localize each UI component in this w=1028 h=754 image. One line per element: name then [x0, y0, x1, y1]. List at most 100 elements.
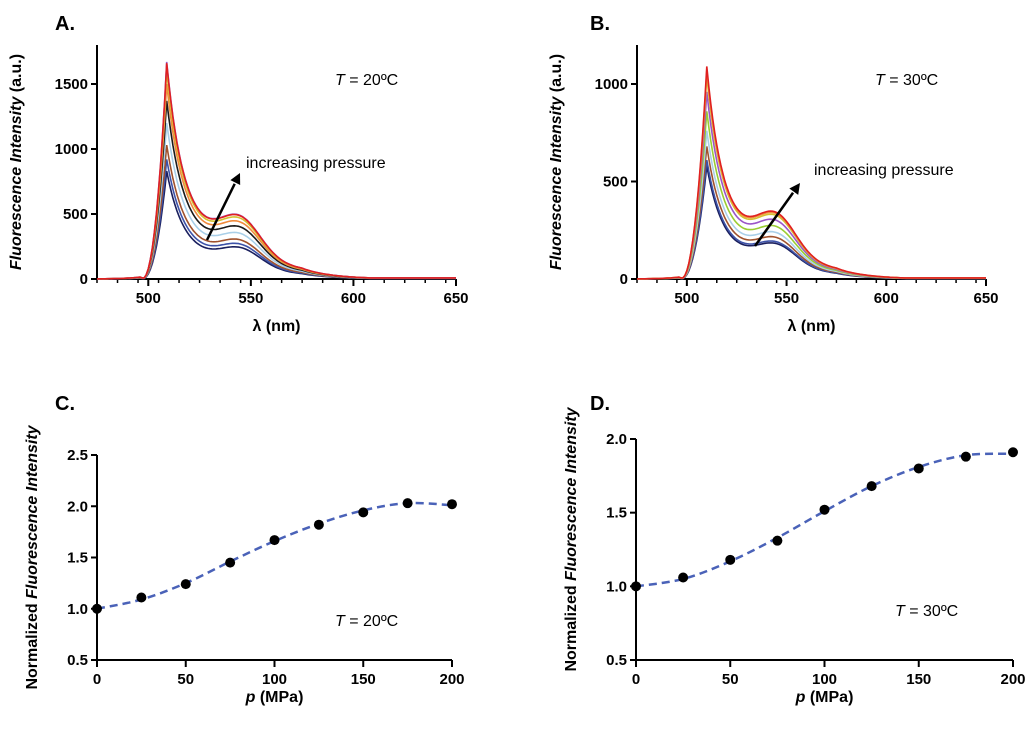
data-point	[772, 535, 783, 546]
x-tick-label: 500	[136, 290, 161, 307]
x-tick-label: 100	[262, 671, 287, 688]
y-tick-label: 0.5	[67, 652, 88, 669]
y-tick-label: 1.0	[67, 601, 88, 618]
label-part: Fluorescence Intensity	[548, 96, 565, 270]
y-axis-title: Normalized Fluorescence Intensity	[563, 406, 580, 671]
temperature-label: T = 20ºC	[335, 72, 398, 89]
label-part: p	[245, 689, 256, 706]
x-tick-label: 550	[774, 290, 799, 307]
temperature-label: T = 30ºC	[875, 72, 938, 89]
y-tick-label: 0	[80, 271, 88, 288]
series-line-5	[637, 111, 986, 280]
data-point	[960, 451, 971, 462]
x-axis-title: λ (nm)	[253, 318, 301, 335]
data-point	[631, 581, 641, 592]
arrow-head-icon	[230, 173, 241, 185]
label-part: Fluorescence Intensity	[8, 96, 25, 270]
x-tick-label: 0	[93, 671, 101, 688]
x-axis-title: p (MPa)	[245, 689, 304, 706]
x-tick-label: 500	[674, 290, 699, 307]
y-tick-label: 1.0	[606, 578, 627, 595]
data-point	[225, 557, 236, 568]
temperature-label: T = 30ºC	[895, 603, 958, 620]
data-point	[819, 504, 830, 515]
temperature-label: T = 20ºC	[335, 613, 398, 630]
x-tick-label: 150	[351, 671, 376, 688]
data-point	[92, 603, 102, 614]
y-axis-title: Fluorescence Intensity (a.u.)	[8, 54, 25, 270]
x-axis-title: λ (nm)	[788, 318, 836, 335]
fit-curve	[635, 452, 1014, 588]
label-part: T	[895, 603, 906, 620]
panel-letter: D.	[590, 393, 610, 415]
series-line-7	[96, 70, 456, 280]
panel-letter: B.	[590, 13, 610, 35]
spectra	[636, 66, 986, 280]
label-part: Fluorescence Intensity	[563, 406, 580, 580]
y-tick-label: 0.5	[606, 652, 627, 669]
y-tick-label: 500	[63, 206, 88, 223]
y-tick-label: 500	[603, 174, 628, 191]
fit-curve	[96, 501, 453, 610]
annotation-label: increasing pressure	[814, 162, 954, 179]
x-tick-label: 150	[906, 671, 931, 688]
label-part: T	[875, 72, 886, 89]
panel-c: C. 0.5 1.0 1.5 2.0 2.5 0 50 100 150 200 p (MPa) Norm…	[24, 393, 465, 706]
data-point	[447, 499, 457, 510]
x-tick-label: 50	[177, 671, 194, 688]
series-line-9	[96, 63, 456, 280]
label-part: = 20ºC	[345, 613, 398, 630]
series-line-6	[637, 91, 986, 280]
annotation-label: increasing pressure	[246, 155, 386, 172]
x-tick-label: 100	[812, 671, 837, 688]
panel-letter: A.	[55, 13, 75, 35]
data-point	[913, 463, 924, 474]
data-point	[866, 481, 877, 492]
y-axis-title: Fluorescence Intensity (a.u.)	[548, 54, 565, 270]
y-tick-label: 1000	[595, 76, 628, 93]
y-tick-label: 0	[620, 271, 628, 288]
x-tick-label: 550	[238, 290, 263, 307]
y-tick-label: 2.0	[67, 498, 88, 515]
data-point	[725, 554, 736, 565]
x-tick-label: 600	[341, 290, 366, 307]
label-part: Normalized	[24, 599, 41, 690]
panel-b: B. 0 500 1000 500 550 600 650 λ (nm) Fluorescence…	[548, 13, 999, 335]
label-part: p	[795, 689, 806, 706]
x-tick-label: 50	[722, 671, 739, 688]
x-tick-label: 650	[973, 290, 998, 307]
data-point	[269, 535, 280, 546]
label-part: = 20ºC	[345, 72, 398, 89]
spectra	[96, 61, 456, 280]
label-part: = 30ºC	[905, 603, 958, 620]
x-tick-label: 650	[443, 290, 468, 307]
y-tick-label: 1.5	[606, 505, 627, 522]
y-tick-label: 1.5	[67, 550, 88, 567]
y-tick-label: 1500	[55, 76, 88, 93]
x-axis-title: p (MPa)	[795, 689, 854, 706]
y-axis-title: Normalized Fluorescence Intensity	[24, 424, 41, 689]
panel-letter: C.	[55, 393, 75, 415]
series-line-6	[97, 83, 456, 280]
x-tick-label: 200	[439, 671, 464, 688]
label-part: T	[335, 613, 346, 630]
data-point	[358, 507, 369, 518]
x-tick-label: 0	[632, 671, 640, 688]
label-part: T	[335, 72, 346, 89]
data-point	[313, 519, 324, 530]
data-point	[678, 572, 689, 583]
label-part: = 30ºC	[885, 72, 938, 89]
y-tick-label: 2.5	[67, 447, 88, 464]
label-part: (a.u.)	[548, 54, 565, 97]
label-part: Fluorescence Intensity	[24, 424, 41, 598]
pressure-arrow	[205, 183, 236, 241]
data-point	[1008, 447, 1018, 458]
x-tick-label: 600	[874, 290, 899, 307]
pressure-arrow	[753, 192, 795, 247]
y-tick-label: 1000	[55, 141, 88, 158]
y-tick-label: 2.0	[606, 431, 627, 448]
arrow-head-icon	[789, 183, 800, 195]
x-tick-label: 200	[1000, 671, 1025, 688]
label-part: (MPa)	[255, 689, 303, 706]
